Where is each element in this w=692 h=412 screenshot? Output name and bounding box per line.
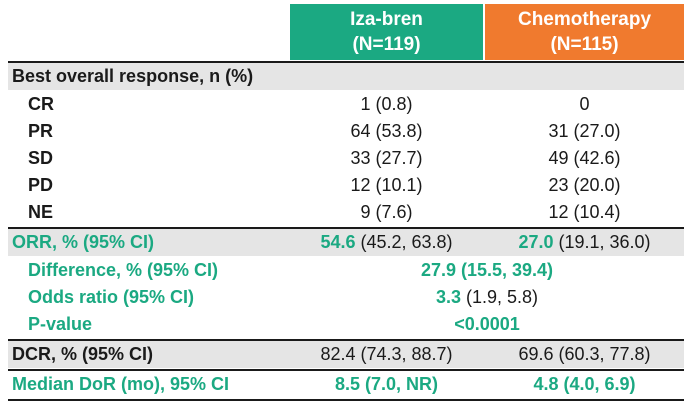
bottom-rule — [8, 399, 684, 401]
row-label: SD — [28, 148, 54, 168]
table-row: PD 12 (10.1) 23 (20.0) — [8, 172, 684, 199]
dor-iza-value: 8.5 — [334, 374, 360, 394]
orr-shade — [8, 229, 684, 256]
difference-merged: 27.9 (15.5, 39.4) — [290, 257, 684, 284]
odds-ratio-row: Odds ratio (95% CI) 3.3 (1.9, 5.8) — [8, 284, 684, 311]
dor-chemo-value: 4.8 — [533, 374, 559, 394]
best-overall-title-row: Best overall response, n (%) — [8, 63, 684, 90]
orr-chemo: 27.0 (19.1, 36.0) — [485, 229, 684, 256]
table-row: NE 9 (7.6) 12 (10.4) — [8, 199, 684, 226]
dcr-rule — [8, 339, 684, 341]
iza-bren-header: Iza-bren (N=119) — [290, 4, 483, 60]
row-label: NE — [28, 202, 54, 222]
iza-value: 33 (27.7) — [350, 148, 423, 168]
dor-chemo-ci: (4.0, 6.9) — [558, 374, 636, 394]
orr-iza-ci: (45.2, 63.8) — [355, 232, 453, 252]
iza-value: 12 (10.1) — [350, 175, 423, 195]
best-overall-shade — [8, 63, 684, 90]
odds-ratio-label: Odds ratio (95% CI) — [28, 287, 195, 307]
odds-ratio-ci: (1.9, 5.8) — [460, 287, 539, 307]
chemo-value: 31 (27.0) — [548, 121, 621, 141]
p-value-label: P-value — [28, 314, 93, 334]
dcr-iza: 82.4 (74.3, 88.7) — [320, 344, 453, 364]
iza-value: 9 (7.6) — [360, 202, 413, 222]
dcr-shade — [8, 341, 684, 368]
dor-rule — [8, 369, 684, 371]
iza-bren-n: (N=119) — [352, 34, 421, 55]
orr-chemo-value: 27.0 — [518, 232, 554, 252]
dcr-chemo: 69.6 (60.3, 77.8) — [518, 344, 651, 364]
iza-value: 1 (0.8) — [360, 94, 413, 114]
row-label: CR — [28, 94, 54, 114]
chemotherapy-header: Chemotherapy (N=115) — [485, 4, 684, 60]
orr-row: ORR, % (95% CI) 54.6 (45.2, 63.8) 27.0 (… — [8, 229, 684, 256]
dor-row: Median DoR (mo), 95% CI 8.5 (7.0, NR) 4.… — [8, 371, 684, 398]
dcr-label: DCR, % (95% CI) — [12, 344, 154, 364]
chemotherapy-n: (N=115) — [550, 34, 619, 55]
chemo-value: 23 (20.0) — [548, 175, 621, 195]
odds-ratio-merged: 3.3 (1.9, 5.8) — [290, 284, 684, 311]
difference-label: Difference, % (95% CI) — [28, 260, 219, 280]
table-row: PR 64 (53.8) 31 (27.0) — [8, 118, 684, 145]
orr-label: ORR, % (95% CI) — [12, 232, 155, 252]
odds-ratio-value: 3.3 — [435, 287, 461, 307]
dor-chemo: 4.8 (4.0, 6.9) — [485, 371, 684, 398]
orr-iza-value: 54.6 — [320, 232, 356, 252]
table-row: SD 33 (27.7) 49 (42.6) — [8, 145, 684, 172]
dor-label: Median DoR (mo), 95% CI — [12, 374, 230, 394]
chemotherapy-name: Chemotherapy — [517, 9, 652, 30]
dor-iza-ci: (7.0, NR) — [360, 374, 439, 394]
difference-ci: (15.5, 39.4) — [455, 260, 554, 280]
chemo-value: 0 — [579, 94, 590, 114]
orr-rule — [8, 227, 684, 229]
orr-iza: 54.6 (45.2, 63.8) — [290, 229, 483, 256]
row-label: PD — [28, 175, 54, 195]
chemo-value: 12 (10.4) — [548, 202, 621, 222]
iza-bren-name: Iza-bren — [350, 9, 423, 30]
dcr-row: DCR, % (95% CI) 82.4 (74.3, 88.7) 69.6 (… — [8, 341, 684, 368]
chemo-value: 49 (42.6) — [548, 148, 621, 168]
difference-value: 27.9 — [420, 260, 456, 280]
row-label: PR — [28, 121, 54, 141]
best-overall-title: Best overall response, n (%) — [12, 66, 254, 86]
p-value-row: P-value <0.0001 — [8, 311, 684, 338]
table-row: CR 1 (0.8) 0 — [8, 91, 684, 118]
difference-row: Difference, % (95% CI) 27.9 (15.5, 39.4) — [8, 257, 684, 284]
iza-value: 64 (53.8) — [350, 121, 423, 141]
orr-chemo-ci: (19.1, 36.0) — [553, 232, 651, 252]
dor-iza: 8.5 (7.0, NR) — [290, 371, 483, 398]
p-value: <0.0001 — [454, 314, 520, 334]
top-rule — [8, 61, 684, 63]
